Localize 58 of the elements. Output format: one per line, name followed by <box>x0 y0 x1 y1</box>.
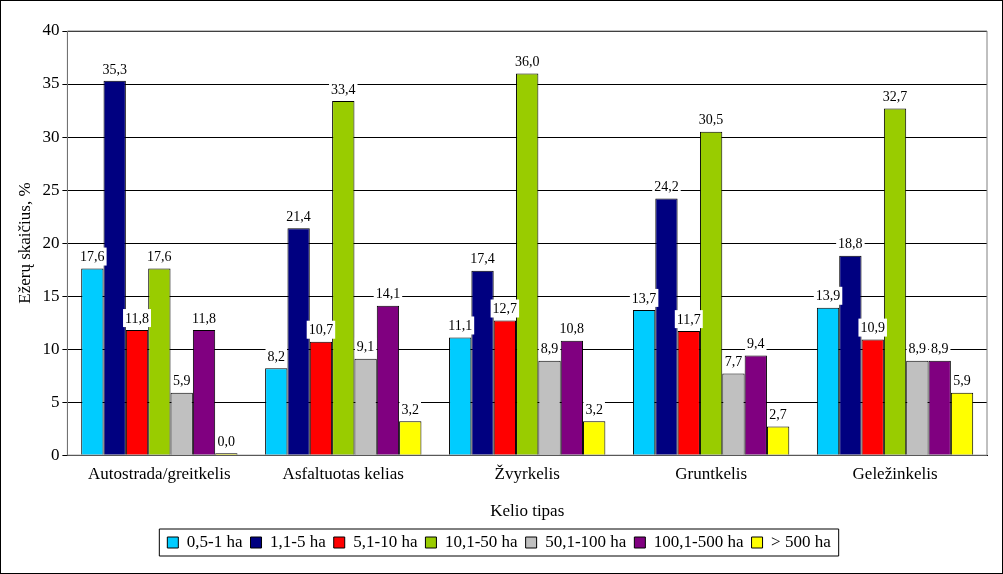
data-label: 13,9 <box>815 288 841 304</box>
y-tick-label: 10 <box>42 338 60 358</box>
y-tick-label: 30 <box>42 126 60 146</box>
data-label: 8,2 <box>267 348 286 364</box>
data-label: 9,4 <box>747 336 765 352</box>
data-label: 5,9 <box>172 373 191 389</box>
x-tick-label: Geležinkelis <box>852 463 938 483</box>
data-label: 3,2 <box>401 401 420 417</box>
data-label: 17,4 <box>470 251 495 267</box>
x-tick-label: Autostrada/greitkelis <box>88 463 231 483</box>
x-tick-label: Gruntkelis <box>675 463 748 483</box>
data-label: 10,7 <box>308 322 334 338</box>
data-label: 21,4 <box>286 208 311 224</box>
data-label: 11,7 <box>676 311 701 327</box>
legend-label: 100,1-500 ha <box>653 531 745 551</box>
data-label: 7,7 <box>724 354 743 370</box>
data-label: 0,0 <box>217 433 236 449</box>
data-label: 8,9 <box>540 341 559 357</box>
data-label: 3,2 <box>585 401 603 417</box>
data-label: 18,8 <box>838 236 863 252</box>
data-label: 11,1 <box>448 318 473 334</box>
data-label: 10,9 <box>860 320 885 336</box>
data-label: 33,4 <box>331 81 356 97</box>
y-tick-label: 0 <box>50 444 60 464</box>
x-axis-title: Kelio tipas <box>490 501 565 521</box>
data-label: 8,9 <box>930 341 949 357</box>
legend-label: > 500 ha <box>771 531 832 551</box>
data-label: 13,7 <box>631 290 657 306</box>
data-label: 2,7 <box>769 407 787 423</box>
y-tick-label: 5 <box>50 391 60 411</box>
data-label: 32,7 <box>882 89 908 105</box>
data-label: 14,1 <box>375 286 401 302</box>
data-label: 11,8 <box>192 310 217 326</box>
data-label: 11,8 <box>125 310 150 326</box>
data-label: 17,6 <box>80 249 105 265</box>
data-label: 5,9 <box>953 373 971 389</box>
y-tick-label: 35 <box>42 73 60 93</box>
y-tick-label: 40 <box>42 20 60 40</box>
legend-label: 1,1-5 ha <box>270 531 327 551</box>
y-tick-label: 25 <box>42 179 60 199</box>
data-label: 24,2 <box>654 179 679 195</box>
data-label: 10,8 <box>559 321 585 337</box>
data-label: 36,0 <box>514 54 540 70</box>
y-axis-title: Ežerų skaičius, % <box>14 182 34 304</box>
y-tick-label: 15 <box>42 285 60 305</box>
x-tick-label: Žvyrkelis <box>494 463 560 483</box>
data-label: 12,7 <box>492 301 518 317</box>
y-tick-label: 20 <box>42 232 60 252</box>
legend-label: 5,1-10 ha <box>353 531 418 551</box>
data-label: 30,5 <box>698 112 724 128</box>
x-tick-label: Asfaltuotas kelias <box>282 463 404 483</box>
legend-label: 50,1-100 ha <box>545 531 627 551</box>
data-label: 17,6 <box>147 249 172 265</box>
data-label: 9,1 <box>356 339 375 355</box>
legend-label: 0,5-1 ha <box>186 531 243 551</box>
data-label: 35,3 <box>102 61 127 77</box>
data-label: 8,9 <box>908 341 927 357</box>
legend-label: 10,1-50 ha <box>444 531 519 551</box>
